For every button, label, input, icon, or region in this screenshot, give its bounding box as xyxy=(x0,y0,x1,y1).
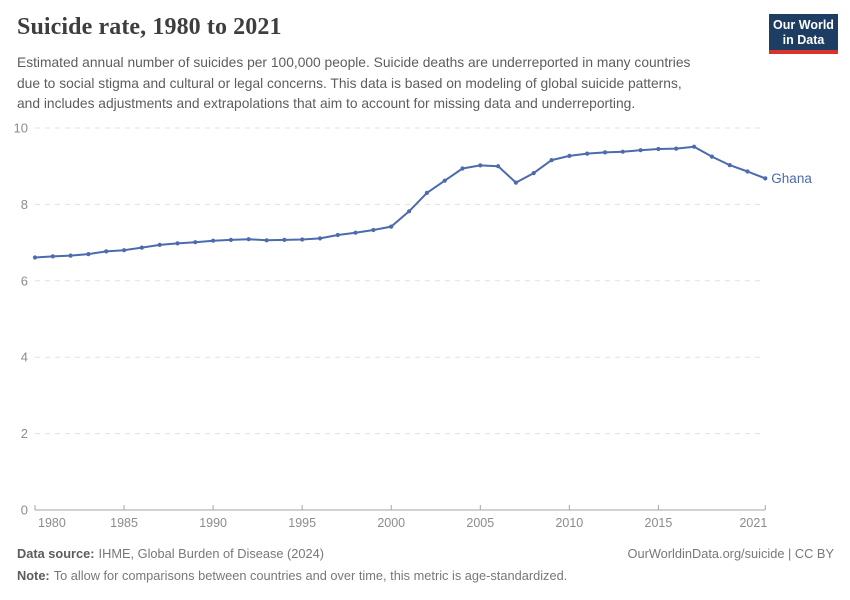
subtitle-line: Estimated annual number of suicides per … xyxy=(17,55,691,70)
data-point xyxy=(228,237,233,242)
owid-logo-line1: Our World xyxy=(773,18,834,32)
y-tick-label: 4 xyxy=(21,350,28,365)
y-tick-label: 10 xyxy=(14,121,28,136)
data-point xyxy=(549,158,554,163)
data-point xyxy=(122,248,127,253)
data-point xyxy=(585,151,590,156)
data-point xyxy=(139,245,144,250)
x-tick-label: 1980 xyxy=(38,516,66,530)
data-point xyxy=(531,171,536,176)
note-label: Note: xyxy=(17,568,50,583)
x-tick-label: 2010 xyxy=(555,516,583,530)
data-point xyxy=(513,180,519,185)
data-source-text: Data source: IHME, Global Burden of Disea… xyxy=(17,546,324,561)
data-point xyxy=(745,169,750,174)
data-point xyxy=(424,190,429,195)
data-point xyxy=(86,252,91,257)
chart-footer: Data source: IHME, Global Burden of Disea… xyxy=(17,546,834,583)
data-point xyxy=(335,232,340,238)
data-point xyxy=(157,242,162,247)
data-point xyxy=(353,230,358,235)
data-point xyxy=(763,176,768,181)
data-point xyxy=(211,238,216,243)
data-point xyxy=(282,237,287,242)
owid-logo[interactable]: Our World in Data xyxy=(769,14,838,54)
x-tick-label: 1995 xyxy=(288,516,316,530)
chart-subtitle: Estimated annual number of suicides per … xyxy=(17,53,690,115)
data-point xyxy=(264,238,269,243)
data-point xyxy=(193,240,198,245)
data-point xyxy=(175,241,180,246)
data-point xyxy=(478,163,483,168)
data-point xyxy=(442,178,447,183)
series-label-ghana[interactable]: Ghana xyxy=(771,171,812,186)
data-point xyxy=(620,149,625,154)
y-tick-label: 0 xyxy=(21,503,28,518)
x-tick-label: 2015 xyxy=(645,516,673,530)
owid-logo-line2: in Data xyxy=(782,32,825,47)
data-point xyxy=(300,237,305,242)
note-value: To allow for comparisons between countri… xyxy=(53,568,568,583)
y-tick-label: 8 xyxy=(21,197,28,212)
x-tick-label: 1985 xyxy=(110,516,138,530)
data-point xyxy=(602,150,608,155)
x-tick-label: 2005 xyxy=(466,516,494,530)
x-tick-label: 1990 xyxy=(199,516,227,530)
data-point xyxy=(104,249,109,254)
data-point xyxy=(638,148,643,153)
data-point xyxy=(371,227,376,233)
data-point xyxy=(246,237,251,242)
line-chart-svg[interactable]: 0 2 4 6 8 10 1980 1985 1990 1995 2000 2005 2010 2015 2… xyxy=(0,110,850,540)
data-point xyxy=(496,164,501,169)
page-title: Suicide rate, 1980 to 2021 xyxy=(17,14,282,40)
subtitle-line: and includes adjustments and extrapolati… xyxy=(17,96,636,111)
data-point xyxy=(709,154,715,159)
series-line-ghana xyxy=(34,145,767,259)
data-point xyxy=(317,236,323,241)
credit-link[interactable]: OurWorldinData.org/suicide | CC BY xyxy=(627,546,835,561)
y-tick-label: 6 xyxy=(21,273,28,288)
data-point xyxy=(460,166,465,171)
subtitle-line: due to social stigma and cultural or leg… xyxy=(17,75,682,91)
data-source-value: IHME, Global Burden of Disease (2024) xyxy=(98,546,325,561)
data-point xyxy=(567,153,572,158)
data-point xyxy=(674,146,679,151)
data-point xyxy=(50,254,55,259)
data-source-label: Data source: xyxy=(17,546,95,561)
data-point xyxy=(407,209,412,214)
y-tick-label: 2 xyxy=(21,426,28,441)
x-tick-label: 2021 xyxy=(739,516,767,530)
data-point xyxy=(727,163,732,168)
data-point xyxy=(68,253,73,258)
data-point xyxy=(389,224,394,229)
chart-plot-area[interactable]: 0 2 4 6 8 10 1980 1985 1990 1995 2000 2005 2010 2015 2… xyxy=(0,110,850,540)
data-point xyxy=(656,146,661,152)
data-point xyxy=(32,255,38,260)
data-point xyxy=(692,144,697,149)
x-tick-label: 2000 xyxy=(377,516,405,530)
